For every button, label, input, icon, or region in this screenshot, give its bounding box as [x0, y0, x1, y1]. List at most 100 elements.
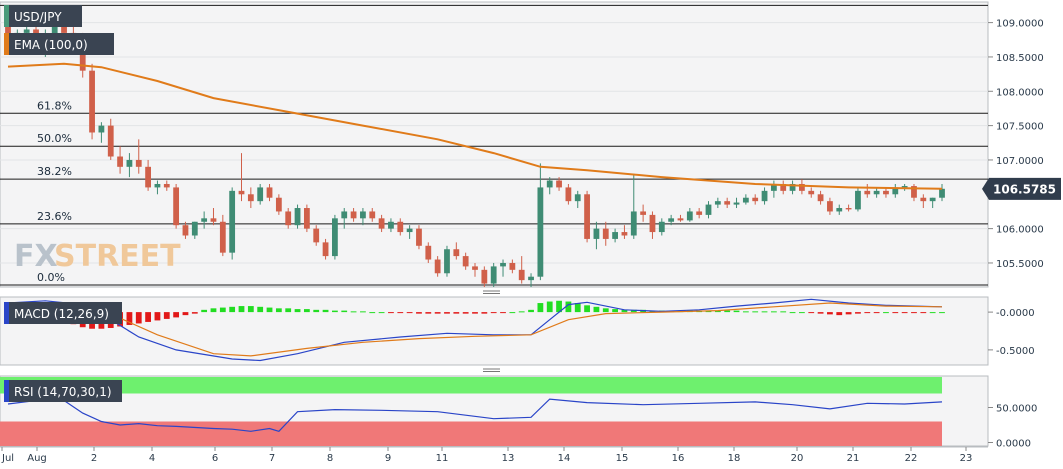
candle-body [939, 188, 945, 198]
candle [472, 262, 478, 277]
candle [425, 242, 432, 263]
macd-histogram-bar [817, 312, 824, 314]
candle [285, 208, 292, 229]
price-tick-label: 107.0000 [996, 156, 1044, 167]
candle-body [705, 204, 712, 215]
macd-histogram-bar [332, 310, 338, 313]
macd-histogram-bar [920, 312, 927, 314]
candle-body [369, 211, 376, 219]
macd-histogram-bar [257, 306, 264, 313]
macd-label: MACD (12,26,9) [14, 307, 109, 321]
x-tick-label: 8 [327, 453, 333, 464]
candle [219, 214, 226, 257]
macd-histogram-bar [901, 312, 908, 314]
candle-body [201, 218, 208, 222]
x-tick-label: 2 [91, 453, 97, 464]
candle-body [229, 190, 236, 253]
macd-histogram-bar [154, 312, 161, 321]
candle-body [677, 218, 684, 221]
candle-body [5, 15, 11, 44]
candle [294, 204, 301, 229]
macd-histogram-bar [313, 309, 320, 313]
panel-splitter-2[interactable] [483, 368, 500, 372]
macd-histogram-bar [462, 312, 469, 314]
symbol-label: USD/JPY [14, 10, 62, 24]
candle-body [89, 70, 95, 133]
candle-body [126, 159, 133, 167]
candle [845, 204, 852, 212]
candle-body [808, 190, 815, 195]
macd-histogram-bar [836, 312, 843, 316]
macd-histogram-bar [247, 306, 254, 313]
candle-body [322, 242, 329, 257]
fib-label: 61.8% [37, 99, 72, 112]
candle-body [565, 187, 572, 202]
x-tick-label: 7 [269, 453, 275, 464]
candle [827, 197, 833, 215]
candle-body [210, 218, 217, 222]
candle-body [845, 208, 852, 210]
macd-histogram-bar [294, 309, 301, 313]
panel-splitter-1[interactable] [483, 290, 500, 294]
macd-histogram-bar [939, 312, 945, 314]
candle-body [640, 211, 647, 215]
candle [883, 187, 889, 198]
macd-histogram-bar [752, 311, 759, 313]
candle [490, 262, 497, 287]
candle [135, 139, 142, 174]
candle [275, 194, 282, 215]
candle-body [584, 194, 590, 239]
macd-histogram-bar [303, 309, 310, 313]
candle [761, 187, 768, 205]
price-tick-label: 108.5000 [996, 53, 1044, 64]
candle [528, 273, 534, 287]
candle-body [799, 183, 805, 191]
candle [742, 194, 749, 205]
candle-body [397, 221, 404, 233]
rsi-label: RSI (14,70,30,1) [14, 385, 112, 399]
candle [500, 259, 506, 277]
macd-histogram-bar [210, 308, 217, 313]
macd-histogram-bar [369, 312, 376, 314]
candle-body [817, 194, 824, 202]
candle [705, 201, 712, 219]
candle [360, 208, 366, 226]
x-tick-label: 14 [558, 453, 571, 464]
candle-body [593, 228, 600, 239]
macd-signal-line [8, 302, 943, 357]
candle-body [836, 208, 843, 212]
candle-body [107, 125, 114, 157]
candle-body [462, 256, 469, 267]
candle-body [191, 221, 198, 236]
macd-histogram-bar [733, 310, 740, 313]
macd-histogram-bar [453, 312, 460, 314]
macd-panel: -0.0000 -0.5000 MACD (12,26,9) [0, 296, 1035, 366]
macd-histogram-bar [238, 306, 245, 313]
candle [266, 183, 273, 202]
macd-histogram-bar [845, 312, 852, 315]
candle [229, 187, 236, 260]
price-y-axis: 109.0000 108.5000 108.0000 107.5000 107.0000… [988, 19, 1044, 270]
ema-label: EMA (100,0) [14, 38, 88, 52]
ema-legend-bg [4, 33, 114, 55]
macd-histogram-bar [911, 312, 917, 314]
macd-histogram-bar [584, 305, 590, 313]
macd-histogram-bar [630, 309, 637, 313]
macd-histogram-bar [770, 311, 777, 313]
candle [686, 208, 693, 222]
x-tick-label: 11 [436, 453, 449, 464]
fib-label: 23.6% [37, 210, 72, 223]
candle [789, 180, 796, 195]
macd-histogram-bar [621, 309, 628, 313]
candle [462, 252, 469, 270]
macd-histogram-bar [500, 312, 506, 314]
rsi-y-axis: 50.0000 0.0000 [988, 404, 1037, 450]
candle [677, 214, 684, 222]
candle-body [528, 276, 534, 281]
candle [658, 218, 665, 236]
candle [892, 183, 899, 198]
macd-histogram-bar [285, 308, 292, 313]
candle-body [574, 194, 581, 202]
candle [416, 225, 422, 250]
candle-body [901, 186, 908, 188]
